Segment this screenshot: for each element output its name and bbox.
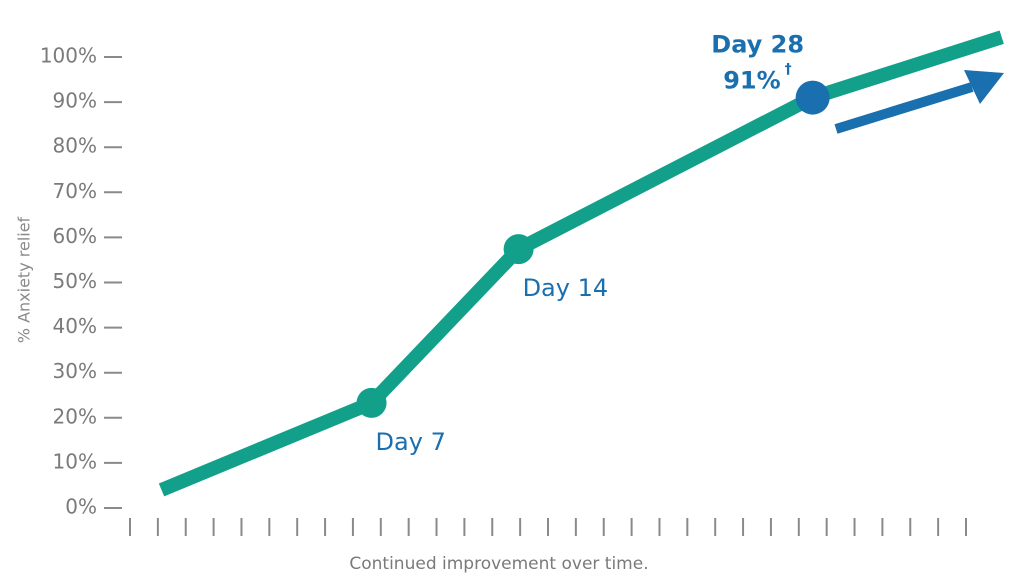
y-tick-label: 80%: [53, 134, 97, 158]
data-point: [356, 387, 387, 418]
y-tick-label: 20%: [53, 404, 97, 428]
x-axis-label: Continued improvement over time.: [349, 554, 648, 574]
y-tick-label: 50%: [53, 269, 97, 293]
data-point: [503, 234, 534, 265]
data-point: [795, 80, 830, 115]
annotation: Day 7: [376, 428, 446, 456]
value-label: 91%: [723, 67, 780, 95]
y-tick-label: 90%: [53, 89, 97, 113]
y-tick-label: 60%: [53, 224, 97, 248]
y-axis-label: % Anxiety relief: [15, 216, 34, 343]
annotation: Day 14: [523, 274, 609, 302]
annotation: Day 28: [711, 31, 804, 59]
trend-arrow: [834, 70, 1004, 134]
footnote-mark: †: [785, 62, 792, 78]
y-tick-label: 100%: [40, 44, 97, 68]
y-tick-label: 40%: [53, 314, 97, 338]
y-tick-label: 70%: [53, 179, 97, 203]
data-line: [158, 30, 1004, 497]
y-tick-label: 0%: [65, 495, 97, 519]
y-tick-label: 10%: [53, 449, 97, 473]
y-tick-label: 30%: [53, 359, 97, 383]
